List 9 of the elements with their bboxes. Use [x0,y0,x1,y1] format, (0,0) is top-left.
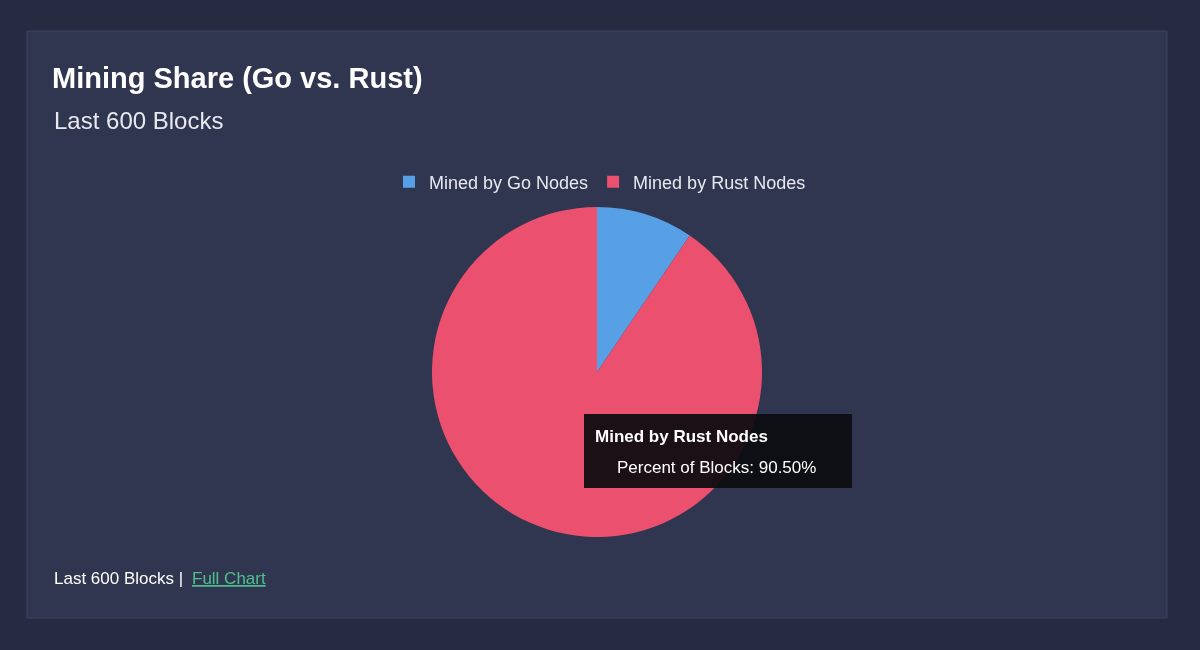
legend-label: Mined by Rust Nodes [633,172,806,193]
text: Percent of Blocks: 90.50% [617,458,817,477]
text: Full Chart [192,569,266,588]
legend-label: Mined by Go Nodes [429,172,589,193]
text: Last 600 Blocks [54,107,224,134]
text: Mined by Rust Nodes [595,427,768,446]
pie-slice [597,207,690,372]
chart-title: Mining Share (Go vs. Rust) [52,62,423,95]
text: Last 600 Blocks | [54,569,184,588]
